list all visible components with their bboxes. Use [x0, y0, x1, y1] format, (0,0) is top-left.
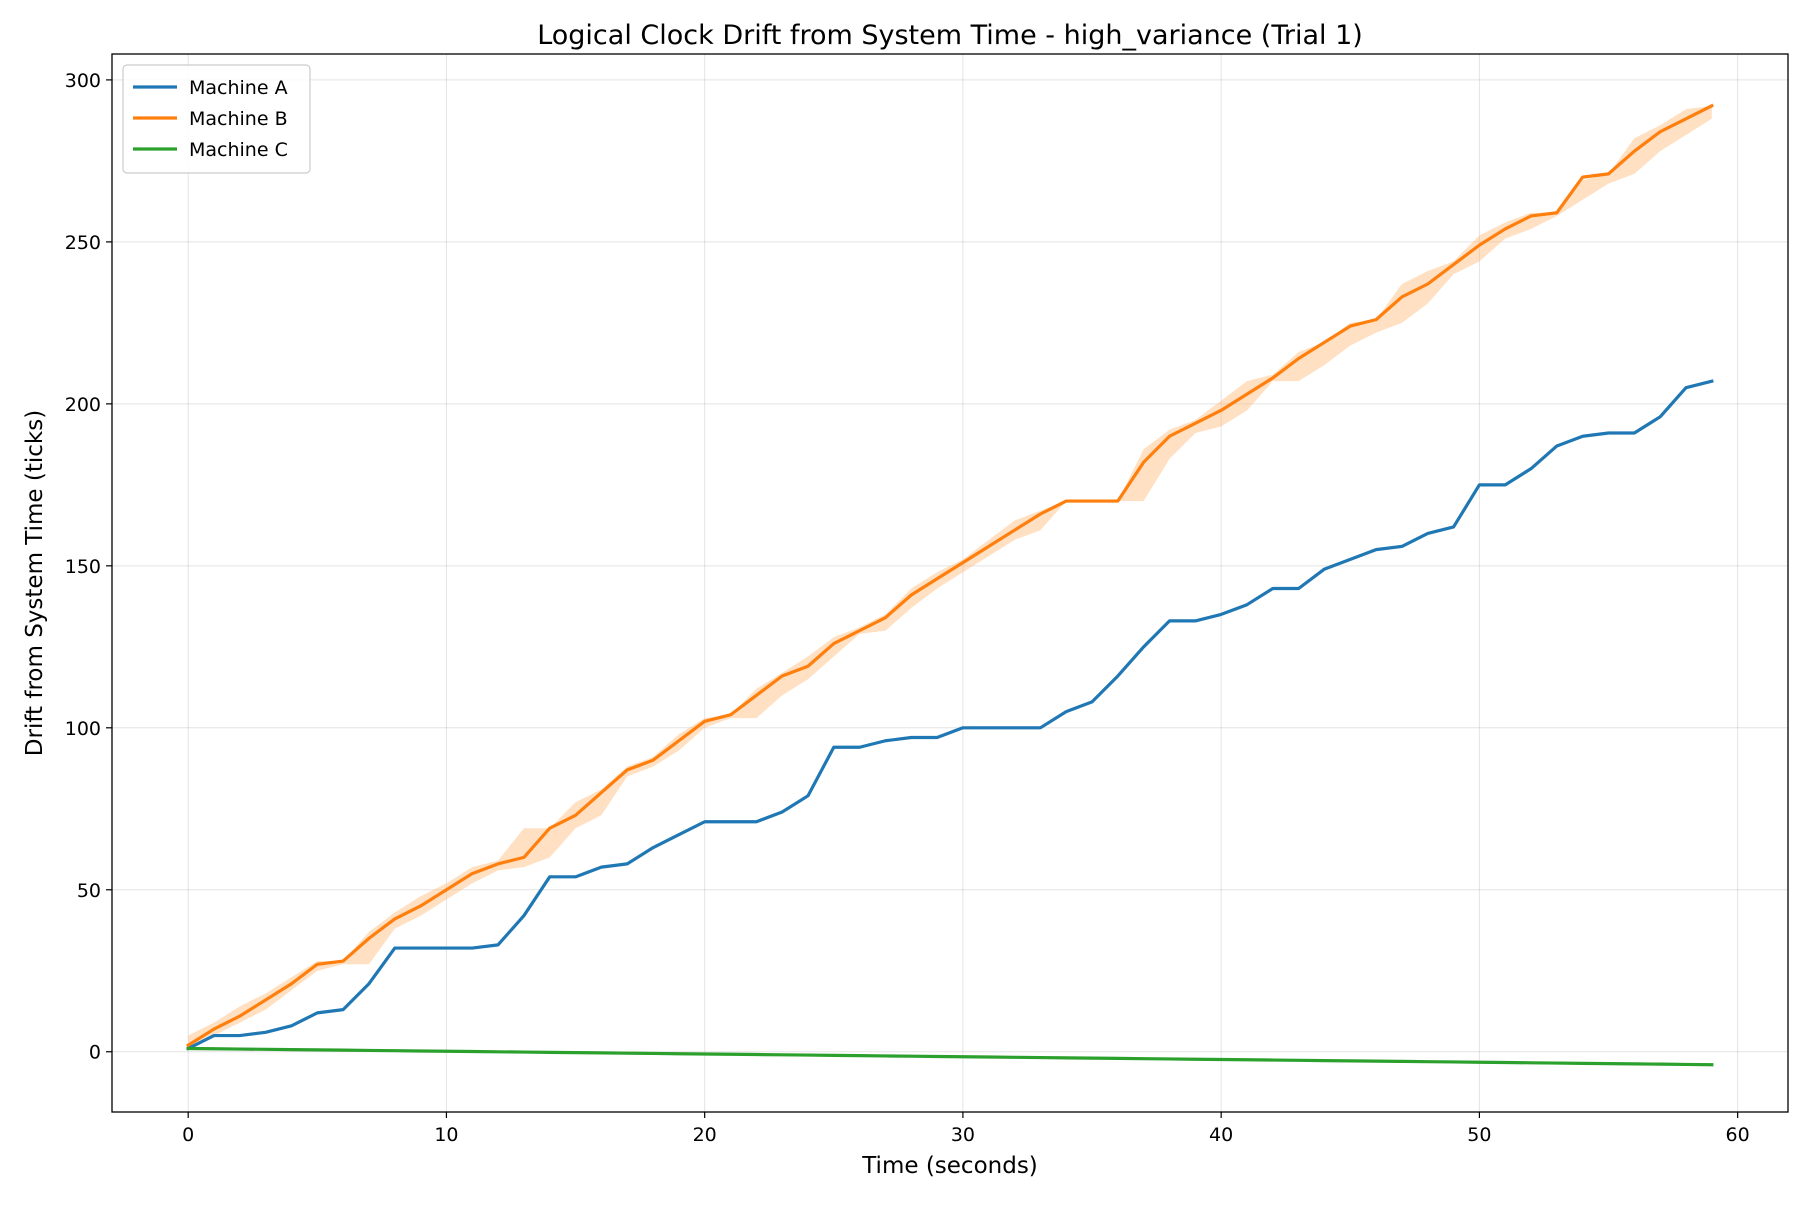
legend-label: Machine C	[189, 139, 288, 161]
variance-bands	[188, 105, 1712, 1049]
x-tick-label: 0	[182, 1124, 194, 1146]
legend-box	[122, 64, 311, 174]
x-tick-label: 20	[693, 1124, 717, 1146]
series-lines	[185, 103, 1714, 1067]
x-tick-label: 40	[1209, 1124, 1233, 1146]
y-tick-label: 250	[65, 232, 101, 254]
legend: Machine A Machine B Machine C	[122, 64, 311, 174]
x-tick-label: 60	[1726, 1124, 1750, 1146]
plot-frame	[111, 53, 1789, 1113]
y-tick-label: 200	[65, 394, 101, 416]
series-2-line	[186, 1046, 1714, 1067]
y-axis-label: Drift from System Time (ticks)	[22, 410, 48, 756]
y-tick-label: 50	[77, 880, 101, 902]
y-tick-label: 150	[65, 556, 101, 578]
x-axis-label: Time (seconds)	[861, 1153, 1038, 1179]
legend-label: Machine A	[189, 77, 288, 99]
y-tick-label: 100	[65, 718, 101, 740]
x-tick-label: 10	[434, 1124, 458, 1146]
x-tick-label: 30	[951, 1124, 975, 1146]
y-tick-label: 300	[65, 70, 101, 92]
x-tick-label: 50	[1467, 1124, 1491, 1146]
axis-ticks: 0 10 20 30 40 50 60 0 50 100 150 200 250 300	[65, 70, 1750, 1146]
y-tick-label: 0	[89, 1042, 101, 1064]
series-0-line	[186, 379, 1714, 1051]
series-1-line	[185, 103, 1714, 1048]
series-1-variance-band	[188, 105, 1712, 1049]
chart-title: Logical Clock Drift from System Time - h…	[537, 20, 1363, 51]
legend-label: Machine B	[189, 108, 288, 130]
